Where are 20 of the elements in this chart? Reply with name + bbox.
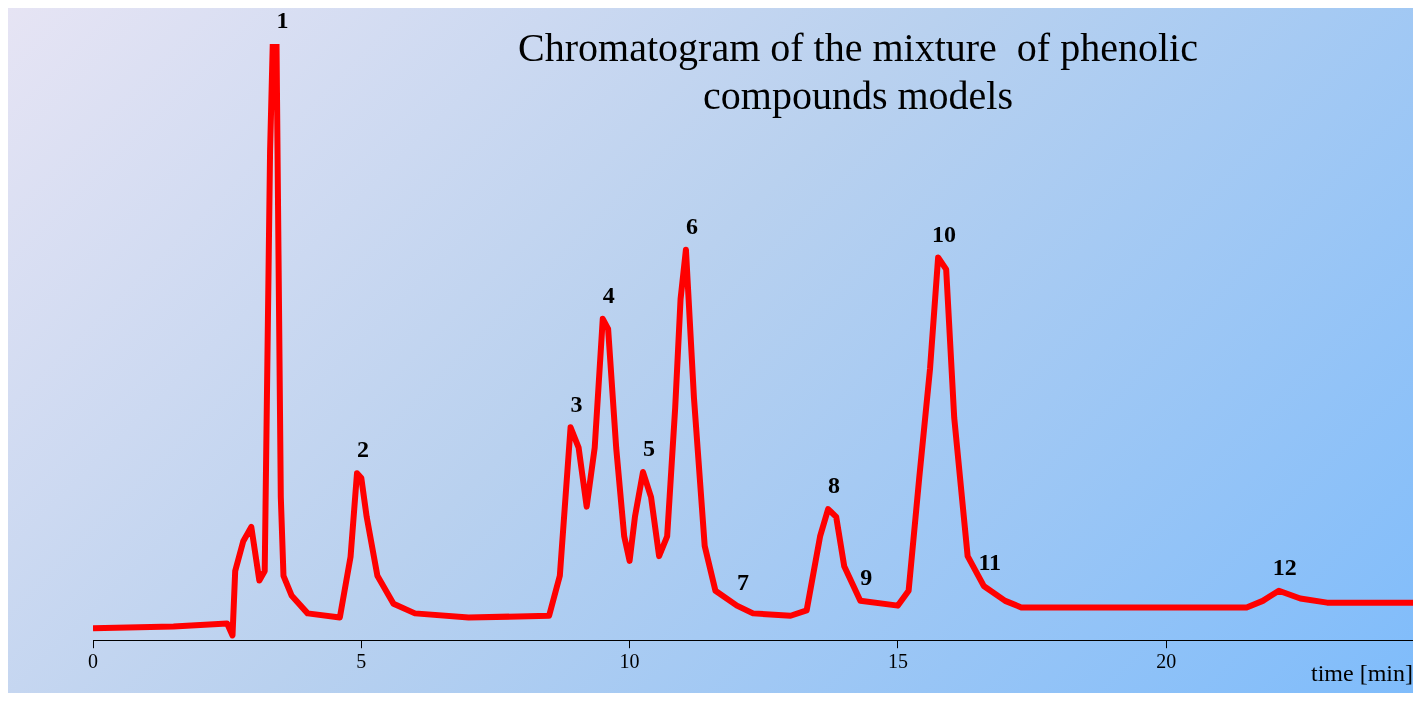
annotation: 8 — [828, 472, 841, 499]
annotation: 10 — [932, 220, 957, 247]
annotation: 7 — [736, 568, 749, 595]
x-tick-label: 15 — [887, 650, 908, 673]
text: compounds models — [703, 72, 1013, 118]
x-axis-title: time [min] — [1311, 659, 1413, 686]
x-tick-label: 0 — [88, 650, 98, 673]
annotation: 5 — [643, 435, 655, 462]
annotation: 2 — [357, 436, 369, 463]
x-tick-label: 10 — [619, 650, 640, 673]
x-tick-label: 20 — [1156, 650, 1177, 673]
text: Chromatogram of the mixture of phenolic — [518, 24, 1198, 70]
annotation: 9 — [860, 564, 873, 591]
annotation: 4 — [602, 282, 615, 309]
annotation: 11 — [978, 549, 1002, 576]
annotation: 12 — [1272, 553, 1297, 580]
annotation: 3 — [570, 390, 583, 417]
annotation: 1 — [276, 7, 289, 34]
annotation: 6 — [685, 212, 698, 239]
x-tick-label: 5 — [356, 650, 367, 673]
